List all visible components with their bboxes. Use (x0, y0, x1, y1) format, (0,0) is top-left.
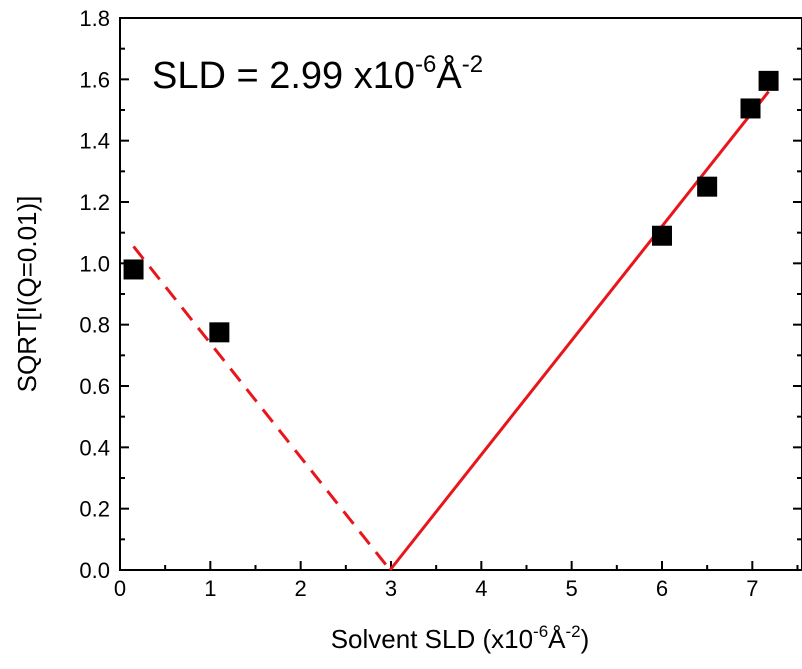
y-tick-label: 0.8 (79, 313, 110, 338)
data-point (651, 225, 672, 246)
x-tick-label: 1 (204, 576, 216, 601)
y-tick-label: 1.0 (79, 251, 110, 276)
y-tick-label: 1.2 (79, 190, 110, 215)
x-tick-label: 5 (566, 576, 578, 601)
dashed-fit-line (132, 245, 392, 571)
y-tick-label: 1.8 (79, 6, 110, 31)
x-tick-label: 0 (114, 576, 126, 601)
fit-lines (132, 90, 770, 571)
data-point (758, 70, 779, 91)
x-tick-label: 2 (295, 576, 307, 601)
x-tick-label: 4 (475, 576, 487, 601)
y-tick-label: 0.4 (79, 435, 110, 460)
sld-annotation: SLD = 2.99 x10-6Å-2 (152, 51, 483, 97)
data-point (123, 259, 144, 280)
x-axis-title: Solvent SLD (x10-6Å-2) (331, 622, 590, 654)
y-tick-label: 1.4 (79, 129, 110, 154)
solid-fit-line (388, 90, 770, 571)
data-point (209, 322, 230, 343)
axis-ticks (119, 17, 802, 571)
x-tick-label: 3 (385, 576, 397, 601)
data-point (740, 98, 761, 119)
y-tick-label: 0.6 (79, 374, 110, 399)
tick-labels: 0 1 2 3 4 5 6 7 0.0 0.2 0.4 0.6 0.8 1.0 1.2 1.4 1.6 1.8 (79, 6, 758, 601)
y-tick-label: 0.0 (79, 558, 110, 583)
plot-frame (119, 17, 802, 571)
y-axis-title: SQRT[I(Q=0.01)] (12, 196, 42, 393)
x-tick-label: 6 (656, 576, 668, 601)
data-markers (123, 70, 779, 343)
data-point (697, 176, 718, 197)
x-tick-label: 7 (746, 576, 758, 601)
y-tick-label: 1.6 (79, 67, 110, 92)
y-tick-label: 0.2 (79, 497, 110, 522)
